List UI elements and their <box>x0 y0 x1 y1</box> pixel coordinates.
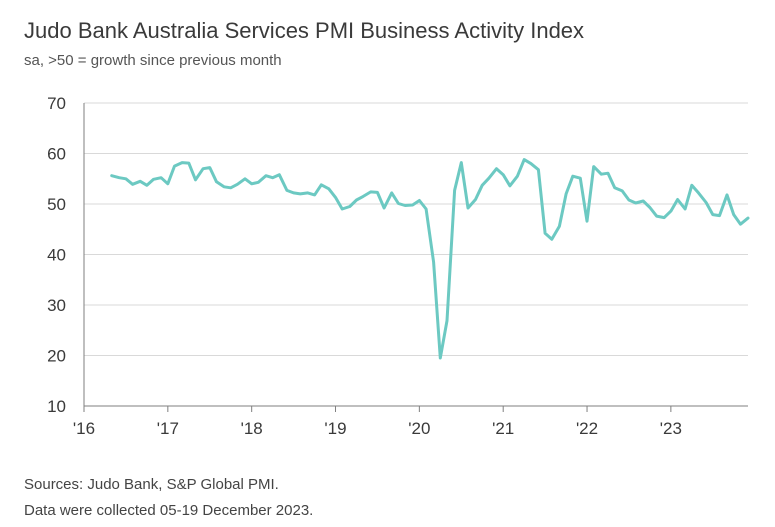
x-tick-label: '17 <box>157 419 179 438</box>
y-tick-label: 60 <box>47 145 66 164</box>
y-tick-label: 50 <box>47 195 66 214</box>
x-tick-label: '23 <box>660 419 682 438</box>
series-group <box>110 158 750 360</box>
x-tick-label: '18 <box>241 419 263 438</box>
chart-title: Judo Bank Australia Services PMI Busines… <box>24 18 585 43</box>
x-tick-label: '16 <box>73 419 95 438</box>
line-chart: 10 20 30 40 50 60 70 '16 '17 '18 '19 '20 '21 '22 '23 <box>47 94 750 438</box>
x-tick-label: '19 <box>324 419 346 438</box>
x-tick-label: '20 <box>408 419 430 438</box>
x-axis: '16 '17 '18 '19 '20 '21 '22 '23 <box>73 405 748 438</box>
y-tick-label: 10 <box>47 397 66 416</box>
source-note: Sources: Judo Bank, S&P Global PMI. <box>24 476 279 493</box>
y-tick-label: 30 <box>47 296 66 315</box>
x-tick-label: '21 <box>492 419 514 438</box>
y-tick-label: 70 <box>47 94 66 113</box>
x-tick-label: '22 <box>576 419 598 438</box>
y-tick-label: 20 <box>47 347 66 366</box>
collection-note: Data were collected 05-19 December 2023. <box>24 502 314 519</box>
y-tick-label: 40 <box>47 246 66 265</box>
chart-subtitle: sa, >50 = growth since previous month <box>24 52 282 69</box>
y-axis: 10 20 30 40 50 60 70 <box>47 94 85 416</box>
grid-lines <box>84 102 748 356</box>
pmi-series-line <box>110 158 750 360</box>
